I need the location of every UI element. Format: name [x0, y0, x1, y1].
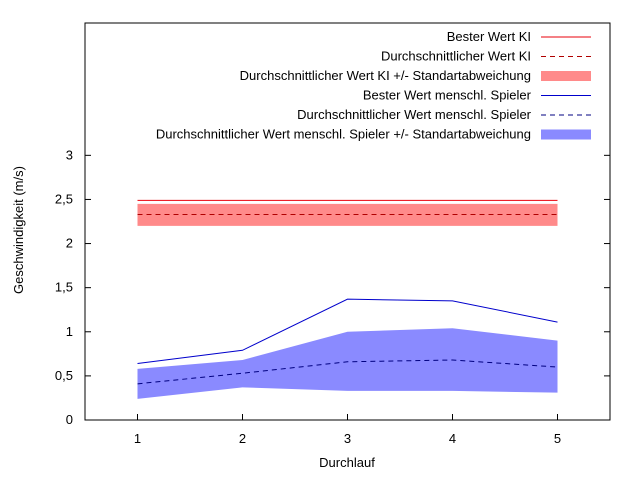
legend: Bester Wert KI Durchschnittlicher Wert KI… — [156, 29, 591, 142]
y-tick-label: 3 — [66, 147, 73, 162]
x-tick-label: 1 — [134, 431, 141, 446]
legend-label: Durchschnittlicher Wert menschl. Spieler — [297, 107, 532, 122]
legend-label: Bester Wert KI — [447, 29, 531, 44]
x-axis-label: Durchlauf — [319, 455, 375, 470]
x-tick-label: 3 — [344, 431, 351, 446]
y-tick-label: 1,5 — [55, 280, 73, 295]
x-tick-label: 4 — [449, 431, 456, 446]
y-tick-label: 0,5 — [55, 368, 73, 383]
line-series-4 — [137, 359, 558, 385]
legend-swatch — [541, 71, 591, 81]
legend-label: Bester Wert menschl. Spieler — [363, 88, 532, 103]
x-tick-label: 2 — [239, 431, 246, 446]
y-tick-label: 2,5 — [55, 191, 73, 206]
y-tick-label: 1 — [66, 324, 73, 339]
line-series-3 — [137, 298, 558, 365]
legend-label: Durchschnittlicher Wert KI — [381, 49, 531, 64]
band-layer — [137, 203, 558, 399]
legend-label: Durchschnittlicher Wert menschl. Spieler… — [156, 127, 531, 142]
line-layer — [137, 199, 558, 385]
legend-label: Durchschnittlicher Wert KI +/- Standarta… — [240, 68, 531, 83]
y-tick-label: 0 — [66, 412, 73, 427]
x-axis: 1 2 3 4 5 — [134, 414, 561, 446]
y-axis-label: Geschwindigkeit (m/s) — [11, 166, 26, 294]
y-axis: 0 0,5 1 1,5 2 2,5 3 — [55, 147, 610, 427]
y-tick-label: 2 — [66, 236, 73, 251]
band-series-5 — [137, 328, 558, 399]
legend-swatch — [541, 129, 591, 140]
x-tick-label: 5 — [554, 431, 561, 446]
